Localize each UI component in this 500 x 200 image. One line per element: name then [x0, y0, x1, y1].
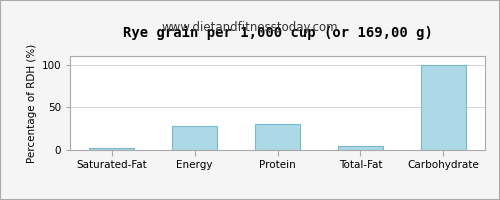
- Bar: [89, 148, 134, 150]
- Bar: [172, 126, 218, 150]
- Text: www.dietandfitnesstoday.com: www.dietandfitnesstoday.com: [162, 21, 338, 34]
- Y-axis label: Percentage of RDH (%): Percentage of RDH (%): [27, 43, 37, 163]
- Bar: [338, 146, 383, 150]
- Bar: [420, 65, 466, 150]
- Title: Rye grain per 1,000 cup (or 169,00 g): Rye grain per 1,000 cup (or 169,00 g): [122, 25, 432, 40]
- Bar: [254, 124, 300, 150]
